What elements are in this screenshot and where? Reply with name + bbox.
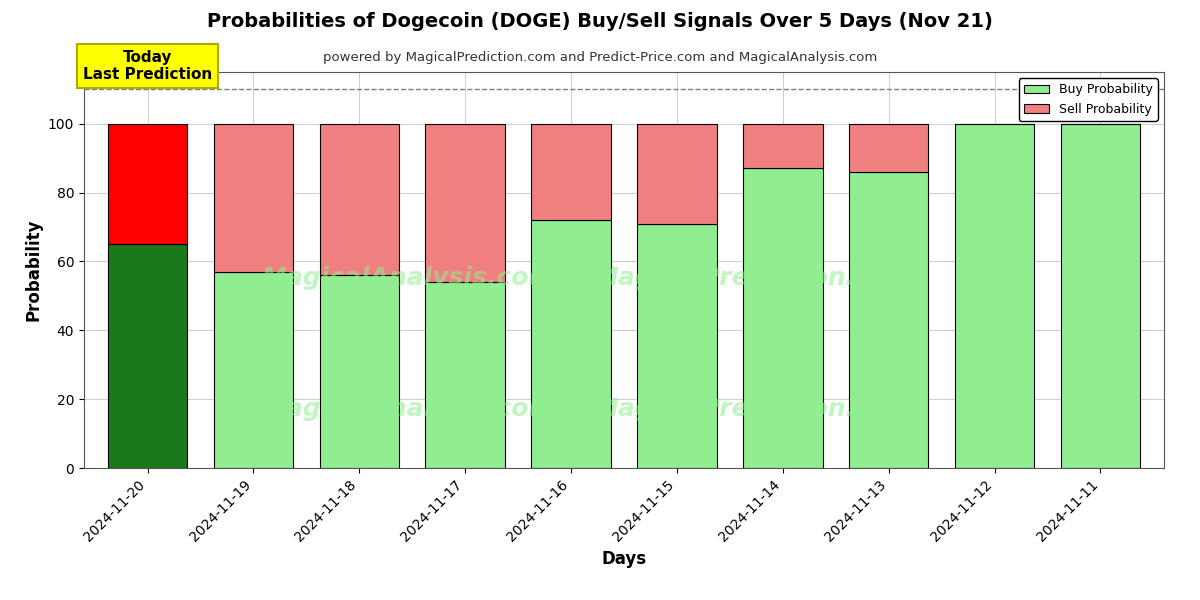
- Bar: [850, 124, 929, 172]
- Bar: [637, 124, 716, 224]
- Bar: [426, 124, 505, 282]
- Text: MagicalPrediction.com: MagicalPrediction.com: [594, 397, 913, 421]
- Bar: [532, 220, 611, 468]
- Bar: [850, 172, 929, 468]
- Text: MagicalPrediction.com: MagicalPrediction.com: [594, 266, 913, 290]
- Y-axis label: Probability: Probability: [24, 219, 42, 321]
- Bar: [319, 124, 400, 275]
- Legend: Buy Probability, Sell Probability: Buy Probability, Sell Probability: [1019, 78, 1158, 121]
- Text: powered by MagicalPrediction.com and Predict-Price.com and MagicalAnalysis.com: powered by MagicalPrediction.com and Pre…: [323, 51, 877, 64]
- Bar: [319, 275, 400, 468]
- Text: Probabilities of Dogecoin (DOGE) Buy/Sell Signals Over 5 Days (Nov 21): Probabilities of Dogecoin (DOGE) Buy/Sel…: [208, 12, 992, 31]
- Bar: [108, 124, 187, 244]
- Bar: [743, 169, 822, 468]
- Bar: [426, 282, 505, 468]
- Bar: [1061, 124, 1140, 468]
- Bar: [743, 124, 822, 169]
- Bar: [955, 124, 1034, 468]
- Bar: [214, 272, 293, 468]
- Text: MagicalAnalysis.com: MagicalAnalysis.com: [262, 266, 554, 290]
- Bar: [637, 224, 716, 468]
- Bar: [532, 124, 611, 220]
- Text: Today
Last Prediction: Today Last Prediction: [83, 50, 212, 82]
- Bar: [108, 244, 187, 468]
- Text: MagicalAnalysis.com: MagicalAnalysis.com: [262, 397, 554, 421]
- X-axis label: Days: Days: [601, 550, 647, 568]
- Bar: [214, 124, 293, 272]
